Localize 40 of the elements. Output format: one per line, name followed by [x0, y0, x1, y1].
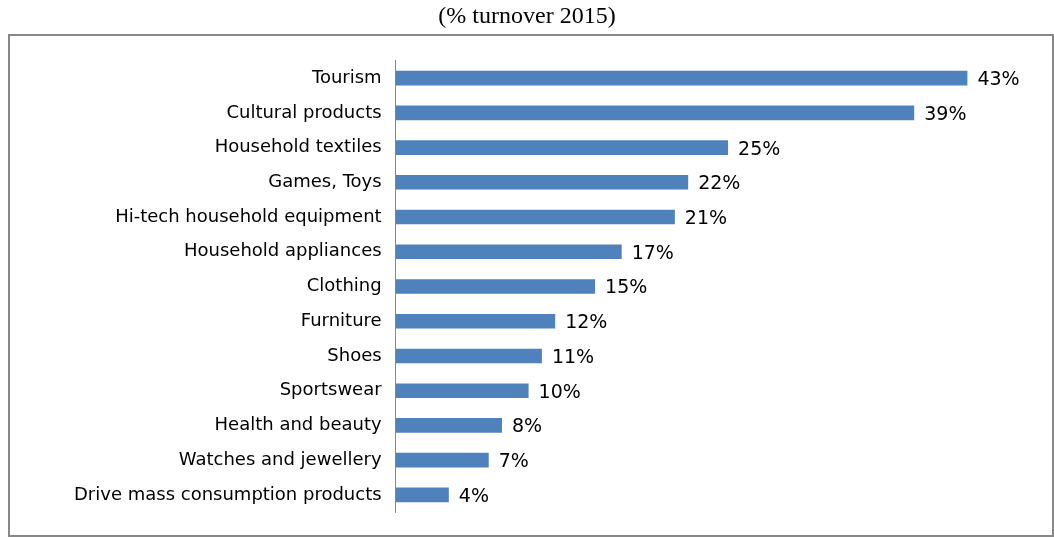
bar: [395, 209, 675, 225]
bar: [395, 452, 489, 468]
bar: [395, 105, 915, 121]
y-tick-label: Household textiles: [214, 135, 382, 157]
data-label: 4%: [458, 483, 489, 506]
data-label: 7%: [498, 449, 529, 472]
data-label: 21%: [684, 205, 728, 228]
bar: [395, 244, 622, 260]
data-label: 15%: [605, 275, 648, 298]
y-tick-label: Tourism: [310, 65, 382, 87]
y-tick-label: Furniture: [300, 308, 382, 330]
data-label: 22%: [698, 171, 741, 194]
y-tick-label: Sportswear: [279, 378, 383, 400]
bar: [395, 175, 689, 190]
y-tick-label: Health and beauty: [214, 413, 382, 435]
bar: [395, 348, 542, 364]
y-tick-label: Clothing: [306, 274, 382, 296]
bar: [395, 279, 596, 294]
bar: [395, 487, 449, 503]
data-label: 12%: [565, 310, 608, 333]
bar: [395, 383, 529, 398]
chart-title: (% turnover 2015): [438, 1, 616, 28]
data-label: 39%: [924, 101, 967, 124]
bar: [395, 418, 502, 433]
bar: [395, 313, 556, 329]
data-label: 17%: [631, 240, 674, 263]
y-tick-label: Household appliances: [183, 239, 382, 261]
data-label: 43%: [977, 67, 1020, 90]
y-tick-label: Watches and jewellery: [178, 447, 382, 469]
y-tick-label: Shoes: [327, 343, 382, 365]
y-tick-label: Cultural products: [226, 100, 382, 122]
data-label: 11%: [551, 344, 595, 367]
data-label: 25%: [738, 136, 781, 159]
bar: [395, 140, 729, 155]
bar: [395, 70, 968, 86]
data-label: 8%: [512, 414, 543, 437]
y-tick-label: Drive mass consumption products: [73, 482, 382, 504]
data-label: 10%: [538, 379, 581, 402]
y-tick-label: Games, Toys: [268, 170, 382, 191]
y-tick-label: Hi-tech household equipment: [115, 204, 382, 226]
